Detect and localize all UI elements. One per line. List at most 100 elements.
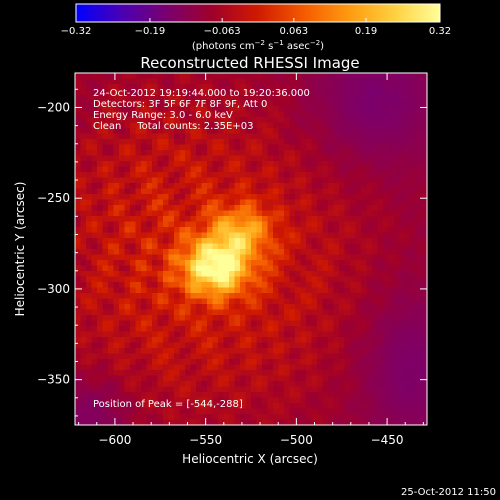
heatmap-cell bbox=[322, 172, 329, 179]
heatmap-cell bbox=[119, 337, 126, 344]
heatmap-cell bbox=[179, 78, 186, 85]
heatmap-cell bbox=[372, 122, 379, 129]
heatmap-cell bbox=[75, 188, 82, 195]
heatmap-cell bbox=[234, 326, 241, 333]
heatmap-cell bbox=[416, 216, 423, 223]
heatmap-cell bbox=[366, 155, 373, 162]
heatmap-cell bbox=[317, 111, 324, 118]
heatmap-cell bbox=[190, 122, 197, 129]
heatmap-cell bbox=[399, 293, 406, 300]
heatmap-cell bbox=[196, 139, 203, 146]
heatmap-cell bbox=[229, 199, 236, 206]
heatmap-cell bbox=[119, 133, 126, 140]
heatmap-cell bbox=[102, 353, 109, 360]
heatmap-cell bbox=[80, 403, 87, 410]
heatmap-cell bbox=[416, 199, 423, 206]
heatmap-cell bbox=[240, 359, 247, 366]
heatmap-cell bbox=[322, 282, 329, 289]
heatmap-cell bbox=[168, 287, 175, 294]
heatmap-cell bbox=[273, 276, 280, 283]
heatmap-cell bbox=[251, 403, 258, 410]
heatmap-cell bbox=[124, 419, 131, 425]
heatmap-cell bbox=[421, 348, 427, 355]
heatmap-cell bbox=[273, 133, 280, 140]
heatmap-cell bbox=[141, 161, 148, 168]
heatmap-cell bbox=[322, 359, 329, 366]
heatmap-cell bbox=[212, 276, 219, 283]
heatmap-cell bbox=[361, 194, 368, 201]
colorbar-label: (photons cm−2 s−1 asec−2) bbox=[192, 39, 324, 52]
heatmap-cell bbox=[113, 161, 120, 168]
heatmap-cell bbox=[80, 161, 87, 168]
heatmap-cell bbox=[223, 386, 230, 393]
heatmap-cell bbox=[361, 403, 368, 410]
heatmap-cell bbox=[113, 348, 120, 355]
heatmap-cell bbox=[80, 271, 87, 278]
heatmap-cell bbox=[295, 122, 302, 129]
heatmap-cell bbox=[256, 315, 263, 322]
heatmap-cell bbox=[190, 397, 197, 404]
heatmap-cell bbox=[267, 111, 274, 118]
heatmap-cell bbox=[421, 177, 427, 184]
heatmap-cell bbox=[152, 337, 159, 344]
heatmap-cell bbox=[267, 128, 274, 135]
heatmap-cell bbox=[377, 282, 384, 289]
heatmap-cell bbox=[251, 260, 258, 267]
heatmap-cell bbox=[97, 161, 104, 168]
heatmap-cell bbox=[168, 216, 175, 223]
heatmap-cell bbox=[234, 150, 241, 157]
heatmap-cell bbox=[157, 188, 164, 195]
heatmap-cell bbox=[91, 348, 98, 355]
heatmap-cell bbox=[201, 172, 208, 179]
heatmap-cell bbox=[196, 265, 203, 272]
heatmap-cell bbox=[163, 188, 170, 195]
heatmap-cell bbox=[284, 161, 291, 168]
heatmap-cell bbox=[212, 353, 219, 360]
heatmap-cell bbox=[383, 172, 390, 179]
heatmap-cell bbox=[355, 210, 362, 217]
heatmap-cell bbox=[405, 95, 412, 102]
heatmap-cell bbox=[355, 166, 362, 173]
heatmap-cell bbox=[388, 216, 395, 223]
heatmap-cell bbox=[108, 249, 115, 256]
heatmap-cell bbox=[223, 199, 230, 206]
heatmap-cell bbox=[366, 78, 373, 85]
heatmap-cell bbox=[333, 364, 340, 371]
heatmap-cell bbox=[333, 304, 340, 311]
heatmap-cell bbox=[328, 106, 335, 113]
heatmap-cell bbox=[135, 155, 142, 162]
heatmap-cell bbox=[223, 381, 230, 388]
heatmap-cell bbox=[355, 254, 362, 261]
heatmap-cell bbox=[245, 403, 252, 410]
heatmap-cell bbox=[141, 205, 148, 212]
heatmap-cell bbox=[328, 150, 335, 157]
heatmap-cell bbox=[146, 397, 153, 404]
heatmap-cell bbox=[410, 304, 417, 311]
heatmap-cell bbox=[168, 100, 175, 107]
heatmap-cell bbox=[322, 232, 329, 239]
heatmap-cell bbox=[168, 128, 175, 135]
heatmap-cell bbox=[234, 293, 241, 300]
heatmap-cell bbox=[273, 386, 280, 393]
heatmap-cell bbox=[229, 95, 236, 102]
heatmap-cell bbox=[344, 414, 351, 421]
heatmap-cell bbox=[168, 271, 175, 278]
heatmap-cell bbox=[262, 298, 269, 305]
heatmap-cell bbox=[421, 419, 427, 425]
heatmap-cell bbox=[284, 78, 291, 85]
heatmap-cell bbox=[207, 298, 214, 305]
heatmap-cell bbox=[267, 326, 274, 333]
heatmap-cell bbox=[284, 216, 291, 223]
heatmap-cell bbox=[251, 161, 258, 168]
heatmap-cell bbox=[124, 375, 131, 382]
heatmap-cell bbox=[267, 84, 274, 91]
heatmap-cell bbox=[102, 381, 109, 388]
heatmap-cell bbox=[91, 408, 98, 415]
heatmap-cell bbox=[273, 205, 280, 212]
heatmap-cell bbox=[196, 364, 203, 371]
heatmap-cell bbox=[124, 128, 131, 135]
heatmap-cell bbox=[251, 309, 258, 316]
heatmap-cell bbox=[245, 320, 252, 327]
heatmap-cell bbox=[322, 100, 329, 107]
heatmap-cell bbox=[256, 331, 263, 338]
